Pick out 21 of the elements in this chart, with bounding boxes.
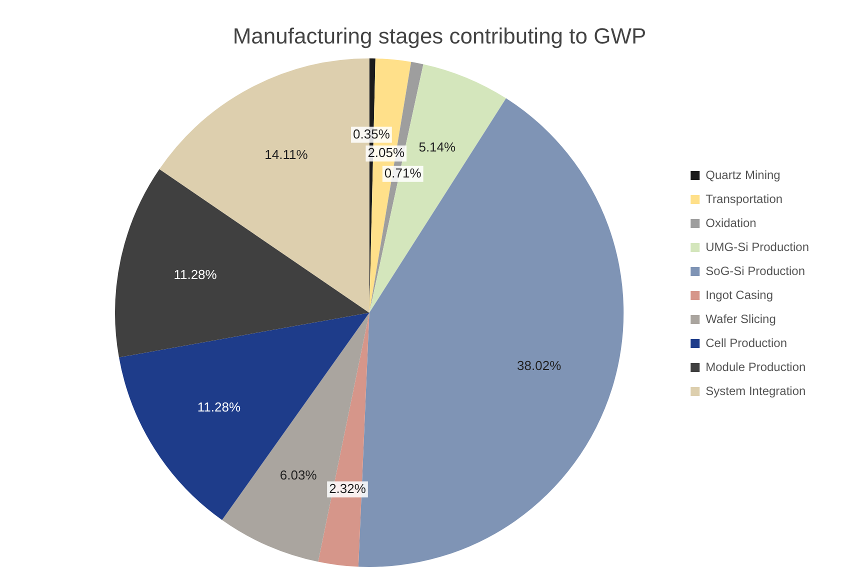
chart-title: Manufacturing stages contributing to GWP: [232, 23, 646, 48]
data-label: 11.28%: [174, 266, 218, 282]
legend-label: Cell Production: [706, 336, 788, 350]
data-label: 2.32%: [329, 480, 366, 496]
legend-label: Transportation: [706, 192, 783, 206]
legend-label: Oxidation: [706, 216, 756, 230]
data-label: 5.14%: [418, 140, 456, 155]
legend-label: UMG-Si Production: [706, 240, 810, 254]
legend-label: Wafer Slicing: [706, 312, 776, 326]
data-label: 0.35%: [353, 126, 390, 142]
legend-label: Quartz Mining: [706, 168, 780, 182]
data-label: 6.03%: [280, 468, 318, 483]
data-label: 14.11%: [264, 146, 308, 162]
legend-label: SoG-Si Production: [706, 264, 806, 278]
legend-label: Ingot Casing: [706, 288, 774, 302]
data-label: 2.05%: [368, 145, 406, 160]
data-label: 11.28%: [197, 400, 241, 415]
data-label: 38.02%: [517, 358, 562, 373]
legend-label: System Integration: [706, 384, 806, 398]
data-label: 0.71%: [384, 165, 422, 180]
legend-label: Module Production: [706, 360, 806, 374]
